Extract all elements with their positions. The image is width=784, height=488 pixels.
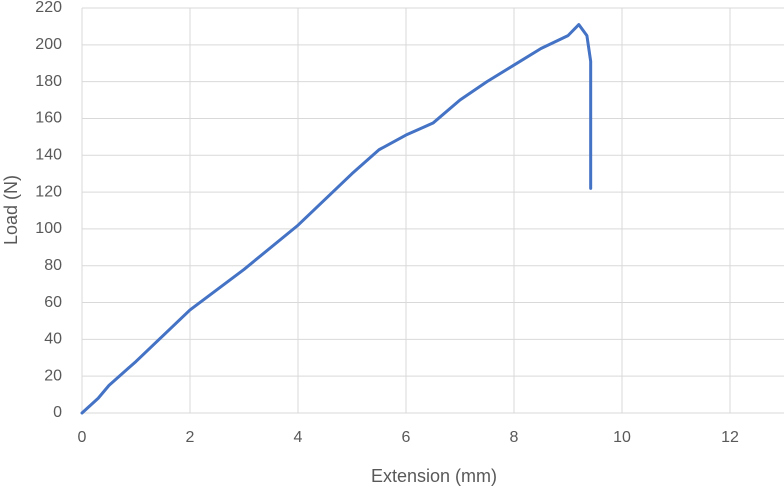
x-tick-label: 12 xyxy=(721,429,739,446)
y-tick-label: 100 xyxy=(35,220,62,237)
y-tick-label: 20 xyxy=(44,367,62,384)
y-tick-label: 40 xyxy=(44,331,62,348)
data-line xyxy=(80,23,593,415)
y-tick-label: 220 xyxy=(35,0,62,16)
y-tick-label: 180 xyxy=(35,73,62,90)
y-tick-label: 80 xyxy=(44,257,62,274)
x-tick-label: 4 xyxy=(294,429,303,446)
y-tick-label: 60 xyxy=(44,294,62,311)
x-tick-label: 10 xyxy=(613,429,631,446)
y-tick-label: 120 xyxy=(35,183,62,200)
y-tick-label: 200 xyxy=(35,36,62,53)
y-tick-label: 140 xyxy=(35,146,62,163)
x-tick-label: 8 xyxy=(510,429,519,446)
y-tick-label: 0 xyxy=(53,404,62,421)
x-tick-label: 6 xyxy=(402,429,411,446)
x-tick-label: 0 xyxy=(78,429,87,446)
y-tick-label: 160 xyxy=(35,110,62,127)
y-axis-title: Load (N) xyxy=(1,175,21,245)
x-tick-label: 2 xyxy=(186,429,195,446)
x-axis-title: Extension (mm) xyxy=(371,466,497,486)
